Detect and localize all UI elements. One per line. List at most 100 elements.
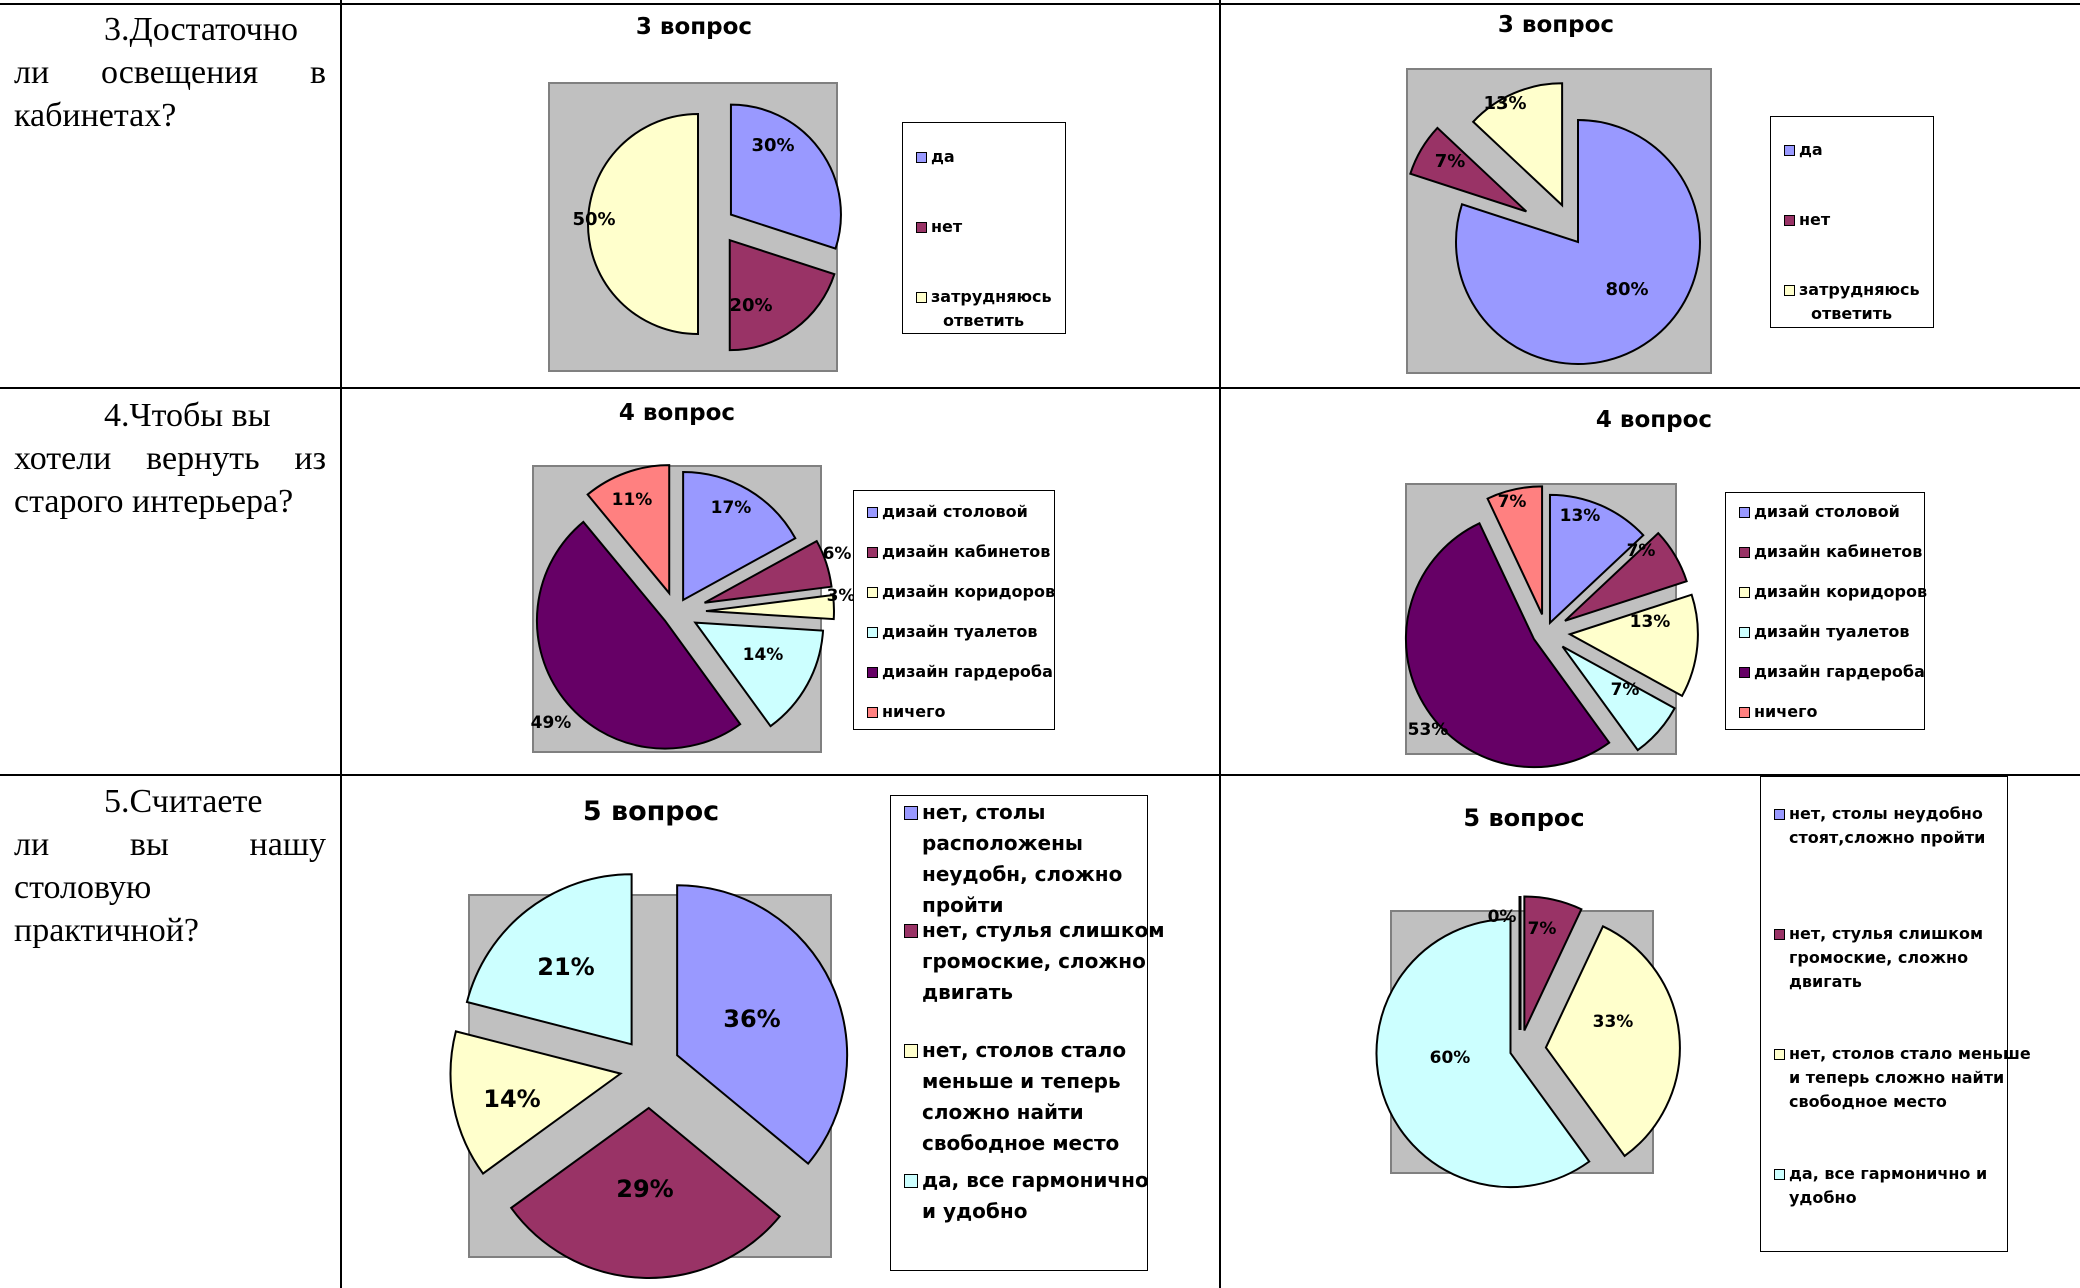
legend-swatch [867, 506, 878, 518]
legend-label-line: ответить [943, 311, 1025, 330]
plot-area [532, 465, 822, 753]
legend-label-line: дизай столовой [882, 502, 1028, 521]
legend-label: нет [1799, 208, 1830, 232]
legend-label-line: затрудняюсь [931, 287, 1052, 306]
legend-label: дизайн туалетов [1754, 621, 1910, 643]
legend-label-line: да, все гармонично и [1789, 1164, 1988, 1183]
legend-swatch [1784, 144, 1795, 156]
legend-swatch [1774, 1168, 1785, 1180]
legend-label: нет, столов стало меньше и теперь сложно … [1789, 1042, 2031, 1114]
legend-item: дизайн коридоров [1739, 581, 1927, 603]
legend-swatch [1739, 546, 1750, 558]
legend-label: да [1799, 138, 1823, 162]
legend-item: нет, столы неудобно стоят,сложно пройти [1774, 802, 1985, 850]
legend-label: дизайн гардероба [882, 661, 1053, 683]
legend-label: нет, столов стало меньше и теперь сложно н… [922, 1035, 1126, 1159]
legend-swatch [867, 546, 878, 558]
legend-swatch [916, 291, 927, 303]
legend-label-line: нет [1799, 210, 1831, 229]
legend-swatch [1739, 586, 1750, 598]
legend-swatch [1739, 626, 1750, 638]
legend-label-line: стоят,сложно пройти [1789, 828, 1986, 847]
legend-item: да [916, 145, 955, 169]
question-line: 4.Чтобы вы [104, 397, 271, 434]
legend-item: нет [1784, 208, 1830, 232]
legend-label: ничего [1754, 701, 1817, 723]
legend-label: да, все гармонично и удобно [922, 1165, 1149, 1227]
legend-item: дизайн туалетов [1739, 621, 1910, 643]
legend [902, 122, 1066, 334]
plot-area [1406, 68, 1712, 374]
legend-swatch [1774, 808, 1785, 820]
legend-label: затрудняюсь ответить [1799, 278, 1920, 326]
legend-item: дизайн туалетов [867, 621, 1038, 643]
legend-label-line: дизайн гардероба [1754, 662, 1925, 681]
question-line: ли вы нашу [14, 826, 326, 863]
legend-label-line: дизайн коридоров [882, 582, 1056, 601]
legend-label-line: меньше и теперь [922, 1069, 1121, 1093]
legend-label-line: нет [931, 217, 963, 236]
legend-label-line: двигать [922, 980, 1014, 1004]
legend-label: нет, столы неудобно стоят,сложно пройти [1789, 802, 1985, 850]
legend-item: затрудняюсь ответить [1784, 278, 1920, 326]
legend-swatch [1784, 214, 1795, 226]
legend-label-line: дизайн кабинетов [1754, 542, 1923, 561]
legend-label-line: свободное место [922, 1131, 1120, 1155]
legend-label-line: двигать [1789, 972, 1862, 991]
legend-label-line: нет, стулья слишком [1789, 924, 1984, 943]
plot-area [1405, 483, 1677, 755]
legend-label: нет, стулья слишком громоские, сложно двиг… [922, 915, 1165, 1008]
legend-label: дизайн коридоров [882, 581, 1055, 603]
plot-area [468, 894, 832, 1258]
legend-swatch [904, 1173, 918, 1188]
chart-title: 5 вопрос [582, 796, 720, 827]
legend-swatch [867, 626, 878, 638]
legend-swatch [916, 151, 927, 163]
plot-area [1390, 910, 1654, 1174]
legend-label: нет, столы расположены неудобн, сложно прой… [922, 797, 1122, 921]
legend-swatch [1739, 706, 1750, 718]
legend-label: затрудняюсь ответить [931, 285, 1052, 333]
legend-label-line: да, все гармонично [922, 1168, 1149, 1192]
legend-label-line: ничего [1754, 702, 1818, 721]
legend-label-line: расположены [922, 831, 1083, 855]
legend-item: дизайн гардероба [1739, 661, 1925, 683]
legend-item: дизайн кабинетов [867, 541, 1050, 563]
legend-item: нет, столов стало меньше и теперь сложно … [1774, 1042, 2031, 1114]
legend-item: нет, стулья слишком громоские, сложно двиг… [1774, 922, 1983, 994]
legend-label: дизайн туалетов [882, 621, 1038, 643]
legend [853, 490, 1055, 730]
legend-label-line: дизайн коридоров [1754, 582, 1928, 601]
legend-label-line: ничего [882, 702, 946, 721]
legend [1725, 492, 1925, 730]
legend-item: дизайн кабинетов [1739, 541, 1922, 563]
legend-item: нет, стулья слишком громоские, сложно двиг… [904, 915, 1165, 1008]
question-line: столовую [14, 869, 152, 906]
legend-label-line: пройти [922, 893, 1004, 917]
legend-item: да, все гармонично и удобно [904, 1165, 1149, 1227]
legend-label-line: нет, столы неудобно [1789, 804, 1983, 823]
legend-swatch [1739, 506, 1750, 518]
legend-label-line: и теперь сложно найти [1789, 1068, 2005, 1087]
legend-item: дизай столовой [1739, 501, 1900, 523]
legend-swatch [916, 221, 927, 233]
chart-title: 5 вопрос [1463, 804, 1585, 832]
question-line: 5.Считаете [104, 783, 263, 820]
chart-title: 4 вопрос [618, 400, 736, 426]
legend-label: нет [931, 215, 962, 239]
legend-label-line: громоские, сложно [1789, 948, 1969, 967]
legend-swatch [904, 1043, 918, 1058]
legend-label: дизайн кабинетов [1754, 541, 1922, 563]
legend-label-line: дизайн кабинетов [882, 542, 1051, 561]
chart-title: 4 вопрос [1595, 407, 1713, 433]
legend-label: да [931, 145, 955, 169]
legend-label: нет, стулья слишком громоские, сложно двиг… [1789, 922, 1983, 994]
legend-swatch [1774, 1048, 1785, 1060]
legend-swatch [867, 586, 878, 598]
legend-label-line: нет, столов стало меньше [1789, 1044, 2031, 1063]
legend-label: дизай столовой [1754, 501, 1900, 523]
legend [890, 795, 1148, 1271]
legend-swatch [1784, 284, 1795, 296]
legend-item: да, все гармонично и удобно [1774, 1162, 1987, 1210]
